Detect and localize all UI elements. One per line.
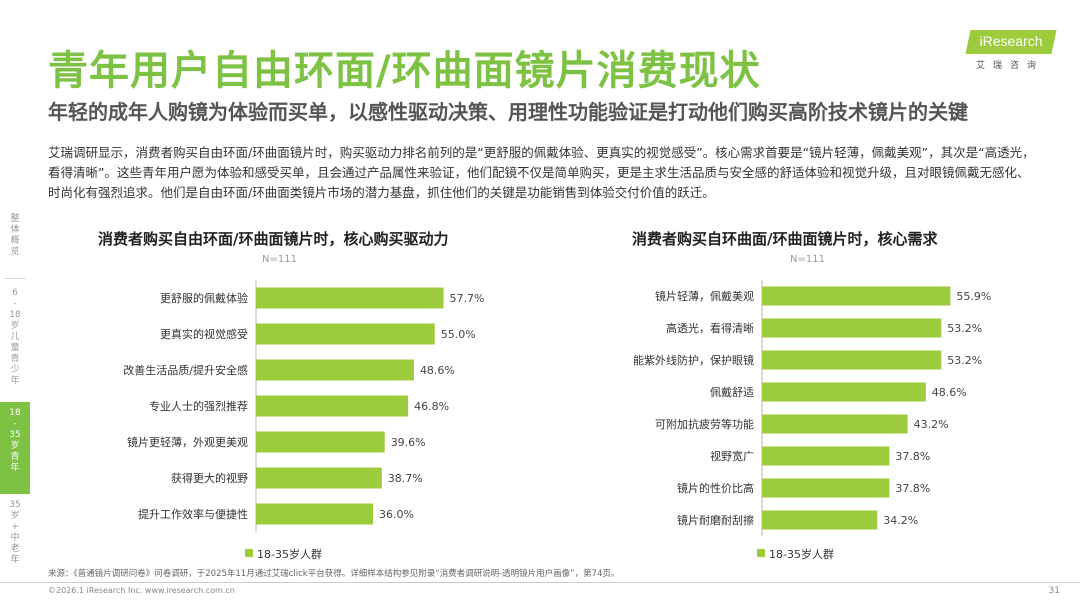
chart-1-value-label: 48.6% — [420, 364, 455, 377]
chart-1-bar — [256, 395, 409, 417]
chart-1-category-label: 更舒服的佩戴体验 — [160, 291, 248, 305]
chart-1-bar — [256, 359, 414, 381]
chart-2-category-label: 镜片轻薄，佩戴美观 — [655, 289, 754, 303]
chart-2-category-label: 高透光，看得清晰 — [666, 321, 754, 335]
sidebar-item-young-adult[interactable]: 18 - 35 岁 青 年 — [0, 402, 30, 494]
chart-1-title: 消费者购买自由环面/环曲面镜片时，核心购买驱动力 — [98, 230, 449, 248]
chart-2-bar — [762, 446, 890, 466]
chart-2-value-label: 37.8% — [895, 450, 930, 463]
chart-2-svg: 镜片轻薄，佩戴美观 55.9% 高透光，看得清晰 53.2% 能紫外线防护，保护眼镜 53… — [633, 280, 991, 536]
chart-2-value-label: 37.8% — [895, 482, 930, 495]
page-number: 31 — [1048, 586, 1060, 596]
chart-1-value-label: 46.8% — [414, 400, 449, 413]
chart-2-title: 消费者购买自环曲面/环曲面镜片时，核心需求 — [632, 230, 938, 248]
chart-2-category-label: 佩戴舒适 — [710, 385, 754, 399]
chart-2-note: N=111 — [790, 254, 825, 265]
chart-1-bar — [256, 323, 435, 345]
sidebar-item-youth[interactable]: 6 - 18 岁 儿 童 青 少 年 — [9, 288, 21, 386]
chart-2-category-label: 镜片的性价比高 — [677, 481, 754, 495]
chart-1-legend-swatch — [245, 549, 253, 557]
sidebar-item-middle-aged[interactable]: 35 岁 + 中 老 年 — [9, 500, 21, 565]
chart-1-value-label: 39.6% — [391, 436, 426, 449]
chart-2-category-label: 视野宽广 — [710, 449, 754, 463]
page-description: 艾瑞调研显示，消费者购买自由环面/环曲面镜片时，购买驱动力排名前列的是“更舒服的… — [48, 145, 1035, 200]
chart-1-svg: 更舒服的佩戴体验 57.7% 更真实的视觉感受 55.0% 改善生活品质/提升安全感 48… — [123, 280, 485, 532]
chart-2-bar — [762, 286, 951, 306]
section-sidebar: 整 体 概 览 6 - 18 岁 儿 童 青 少 年 18 - 35 岁 青 年… — [0, 0, 30, 608]
iresearch-logo: iResearch 艾瑞咨询 — [962, 30, 1062, 74]
footer-divider — [0, 582, 1080, 583]
chart-1-value-label: 57.7% — [450, 292, 485, 305]
chart-2-value-label: 34.2% — [883, 514, 918, 527]
chart-2-value-label: 53.2% — [947, 322, 982, 335]
chart-2-bar — [762, 318, 942, 338]
chart-2-bar — [762, 414, 908, 434]
chart-1-category-label: 获得更大的视野 — [171, 471, 248, 485]
logo-text: iResearch — [979, 33, 1043, 49]
chart-2-bar — [762, 382, 926, 402]
chart-1-category-label: 更真实的视觉感受 — [160, 327, 248, 341]
chart-1-bar — [256, 503, 373, 525]
page-subtitle: 年轻的成年人购镜为体验而买单，以感性驱动决策、用理性功能验证是打动他们购买高阶技… — [48, 100, 968, 124]
chart-2-value-label: 53.2% — [947, 354, 982, 367]
chart-2-bar — [762, 350, 942, 370]
page-title: 青年用户自由环面/环曲面镜片消费现状 — [48, 48, 761, 94]
chart-1-value-label: 36.0% — [379, 508, 414, 521]
chart-2-legend-swatch — [757, 549, 765, 557]
sidebar-divider — [4, 278, 26, 279]
chart-2-value-label: 48.6% — [932, 386, 967, 399]
chart-2-value-label: 55.9% — [956, 290, 991, 303]
chart-2-category-label: 可附加抗疲劳等功能 — [655, 417, 754, 431]
chart-1-category-label: 改善生活品质/提升安全感 — [123, 363, 248, 377]
footer-copyright: ©2026.1 iResearch Inc. www.iresearch.com… — [48, 586, 235, 595]
chart-1-value-label: 38.7% — [388, 472, 423, 485]
chart-2-category-label: 能紫外线防护，保护眼镜 — [633, 353, 754, 367]
sidebar-item-overview[interactable]: 整 体 概 览 — [10, 214, 20, 257]
footer-source: 来源：《普通镜片调研问卷》问卷调研，于2025年11月通过艾瑞click平台获得… — [48, 569, 620, 579]
chart-2-value-label: 43.2% — [914, 418, 949, 431]
chart-1-legend-label: 18-35岁人群 — [257, 548, 322, 561]
chart-2-bar — [762, 510, 878, 530]
chart-1-value-label: 55.0% — [441, 328, 476, 341]
chart-1-bar — [256, 287, 444, 309]
chart-1-category-label: 提升工作效率与便捷性 — [138, 507, 248, 521]
chart-1-note: N=111 — [262, 254, 297, 265]
logo-subtext: 艾瑞咨询 — [976, 61, 1045, 71]
chart-2-category-label: 镜片耐磨耐刮擦 — [677, 513, 754, 527]
chart-1-bar — [256, 431, 385, 453]
chart-1-category-label: 专业人士的强烈推荐 — [149, 399, 248, 413]
chart-1-bar — [256, 467, 382, 489]
chart-2-legend-label: 18-35岁人群 — [769, 548, 834, 561]
chart-2-bar — [762, 478, 890, 498]
chart-1-category-label: 镜片更轻薄，外观更美观 — [127, 435, 248, 449]
